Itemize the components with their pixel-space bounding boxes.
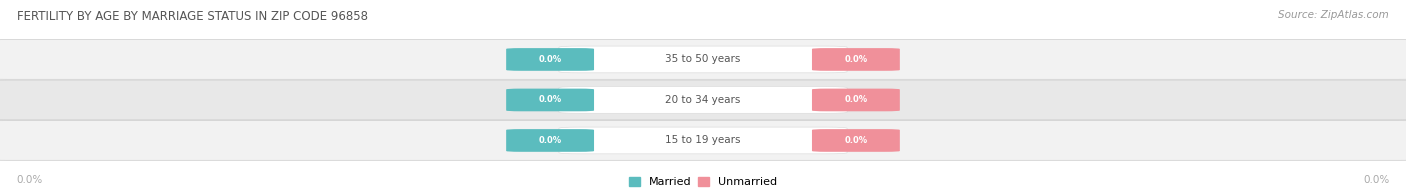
Legend: Married, Unmarried: Married, Unmarried xyxy=(626,173,780,191)
Text: 0.0%: 0.0% xyxy=(845,95,868,104)
Text: 0.0%: 0.0% xyxy=(1362,175,1389,185)
FancyBboxPatch shape xyxy=(0,40,1406,79)
Text: 20 to 34 years: 20 to 34 years xyxy=(665,95,741,105)
Text: 15 to 19 years: 15 to 19 years xyxy=(665,135,741,145)
Text: 35 to 50 years: 35 to 50 years xyxy=(665,54,741,64)
FancyBboxPatch shape xyxy=(506,48,593,71)
FancyBboxPatch shape xyxy=(506,89,593,111)
Text: 0.0%: 0.0% xyxy=(538,95,561,104)
Text: 0.0%: 0.0% xyxy=(845,55,868,64)
FancyBboxPatch shape xyxy=(813,48,900,71)
Text: Source: ZipAtlas.com: Source: ZipAtlas.com xyxy=(1278,10,1389,20)
Text: 0.0%: 0.0% xyxy=(538,55,561,64)
FancyBboxPatch shape xyxy=(560,46,846,73)
Text: 0.0%: 0.0% xyxy=(538,136,561,145)
FancyBboxPatch shape xyxy=(0,80,1406,120)
FancyBboxPatch shape xyxy=(813,89,900,111)
Text: 0.0%: 0.0% xyxy=(845,136,868,145)
FancyBboxPatch shape xyxy=(506,129,593,152)
Text: FERTILITY BY AGE BY MARRIAGE STATUS IN ZIP CODE 96858: FERTILITY BY AGE BY MARRIAGE STATUS IN Z… xyxy=(17,10,368,23)
FancyBboxPatch shape xyxy=(0,121,1406,160)
FancyBboxPatch shape xyxy=(813,129,900,152)
FancyBboxPatch shape xyxy=(560,87,846,113)
FancyBboxPatch shape xyxy=(560,127,846,154)
Text: 0.0%: 0.0% xyxy=(17,175,44,185)
